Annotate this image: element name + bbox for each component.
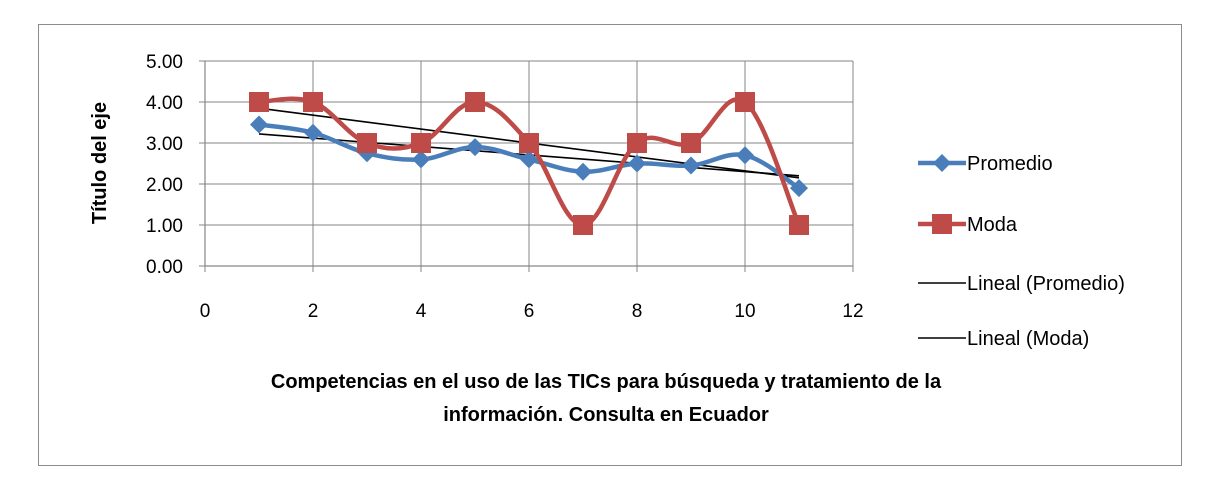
data-point-diamond [790,179,808,198]
y-tick-label: 3.00 [146,134,183,155]
legend-item: Moda [918,214,1018,236]
data-point-square [735,92,755,112]
series-moda [249,92,809,235]
x-tick-label: 0 [200,301,211,322]
data-point-square [465,92,485,112]
series-group [249,92,809,235]
x-tick-label: 10 [734,301,755,322]
legend-swatch-marker [932,214,952,234]
data-point-square [573,215,593,235]
legend-label: Lineal (Promedio) [967,273,1125,295]
legend: Promedio Moda Lineal (Promedio) Lineal (Mod… [918,153,1125,350]
x-tick-label: 12 [842,301,863,322]
data-point-diamond [520,150,538,169]
y-tick-label: 4.00 [146,93,183,114]
data-point-diamond [412,150,430,169]
data-point-square [303,92,323,112]
data-point-diamond [574,162,592,181]
data-point-diamond [682,156,700,175]
x-tick-label: 6 [524,301,535,322]
data-point-square [627,133,647,153]
data-point-square [411,133,431,153]
x-axis-title-line-2: información. Consulta en Ecuador [443,404,769,426]
axes [199,60,854,272]
x-axis-title-line-1: Competencias en el uso de las TICs para … [271,371,942,393]
data-point-square [681,133,701,153]
chart-frame [38,24,1182,466]
data-point-diamond [628,154,646,173]
y-tick-label: 1.00 [146,216,183,237]
legend-item: Promedio [918,153,1053,175]
y-tick-label: 0.00 [146,257,183,278]
legend-item: Lineal (Promedio) [918,273,1125,295]
data-point-diamond [736,146,754,165]
series-promedio [250,115,808,198]
legend-item: Lineal (Moda) [918,328,1089,350]
legend-label: Promedio [967,153,1053,175]
data-point-diamond [250,115,268,134]
x-tick-label: 4 [416,301,427,322]
data-point-square [357,133,377,153]
y-tick-label: 2.00 [146,175,183,196]
x-tick-label: 2 [308,301,319,322]
data-point-square [789,215,809,235]
legend-label: Moda [967,214,1018,236]
data-point-square [519,133,539,153]
data-point-diamond [304,123,322,142]
data-point-square [249,92,269,112]
y-tick-label: 5.00 [146,52,183,73]
tick-labels: 0.00 1.00 2.00 3.00 4.00 5.00 0 2 4 6 8 10 12 [146,52,864,322]
y-axis-title: Título del eje [89,102,111,224]
data-point-diamond [466,138,484,157]
x-tick-label: 8 [632,301,643,322]
legend-label: Lineal (Moda) [967,328,1089,350]
legend-swatch-marker [933,154,951,172]
